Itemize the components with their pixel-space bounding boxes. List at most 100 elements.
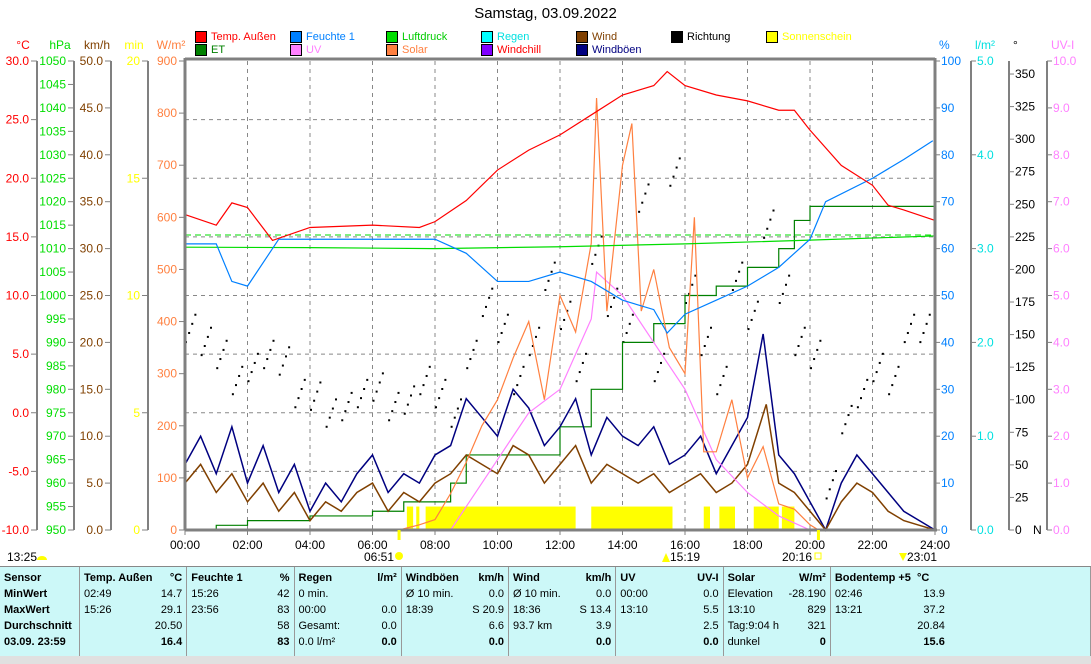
stats-row: 13:10 829 (728, 602, 826, 618)
direction-point (325, 425, 328, 428)
hum-tick-label: 0 (941, 523, 948, 537)
direction-point (850, 404, 853, 407)
stats-column-temp-au-en: Temp. Außen °C 02:49 14.7 15:26 29.1 20.50 16.4 (80, 567, 188, 656)
stats-row: MaxWert (4, 602, 75, 618)
direction-point (644, 192, 647, 195)
stats-row: 18:39 S 20.9 (406, 602, 504, 618)
direction-point (350, 391, 353, 394)
uv-tick-label: 7.0 (1053, 195, 1070, 209)
direction-point (438, 397, 441, 400)
direction-point (844, 423, 847, 426)
stats-row: Durchschnitt (4, 618, 75, 634)
wind-axis-unit: km/h (84, 38, 110, 52)
uv-tick-label: 1.0 (1053, 476, 1070, 490)
solar-tick-label: 600 (157, 210, 177, 224)
press-tick-label: 955 (46, 500, 66, 514)
wind-tick-label: 10.0 (80, 429, 104, 443)
direction-point (566, 309, 569, 312)
stats-row: 0.0 l/m² 0.0 (299, 634, 397, 650)
direction-point (394, 401, 397, 404)
dir-tick-label: 25 (1015, 490, 1029, 504)
direction-point (753, 309, 756, 312)
stats-row: 23:56 83 (191, 602, 289, 618)
stats-label: 18:39 (405, 604, 434, 616)
legend-label: Temp. Außen (211, 31, 276, 43)
legend-item-sonnenschein: Sonnenschein (766, 31, 852, 43)
stats-label: 02:49 (83, 588, 112, 600)
uv-tick-label: 8.0 (1053, 148, 1070, 162)
direction-point (835, 470, 837, 473)
uv-axis-unit: UV-I (1051, 38, 1074, 52)
direction-point (288, 346, 291, 349)
direction-point (785, 283, 787, 286)
x-tick-label: 20:00 (795, 538, 825, 552)
direction-point (725, 365, 728, 368)
stats-value: 6.6 (488, 620, 505, 632)
stats-row: 93.7 km 3.9 (513, 618, 611, 634)
direction-point (285, 355, 287, 358)
stats-label: MaxWert (4, 604, 50, 616)
direction-point (860, 397, 862, 400)
wind-tick-label: 35.0 (80, 195, 104, 209)
direction-point (363, 387, 366, 390)
column-title: Windböen (405, 572, 459, 584)
direction-point (913, 313, 916, 316)
legend-item-windb-en: Windböen (576, 44, 642, 56)
direction-point (303, 378, 306, 381)
legend-item-windchill: Windchill (481, 44, 541, 56)
sunshine-bar (416, 506, 420, 530)
direction-point (928, 313, 931, 316)
rain-tick-label: 1.0 (977, 429, 994, 443)
hum-tick-label: 60 (941, 242, 955, 256)
stats-value: 0 (819, 636, 826, 648)
direction-point (203, 345, 206, 348)
stats-value: S 20.9 (472, 604, 505, 616)
direction-point (331, 407, 334, 410)
direction-point (191, 322, 194, 325)
stats-value: 15.6 (923, 636, 945, 648)
stats-row: 18:36 S 13.4 (513, 602, 611, 618)
legend-item-temp-au-en: Temp. Außen (195, 31, 276, 43)
legend-label: Wind (592, 31, 618, 43)
stats-row: Ø 10 min. 0.0 (513, 586, 611, 602)
hum-tick-label: 20 (941, 429, 955, 443)
column-unit: UV-I (697, 572, 719, 584)
stats-value: 0.0 (703, 636, 719, 648)
stats-value: 29.1 (160, 604, 183, 616)
temp-tick-label: 20.0 (6, 171, 30, 185)
stats-row: 0 min. (299, 586, 397, 602)
press-tick-label: 1025 (39, 171, 66, 185)
moonset-icon (899, 553, 907, 561)
direction-point (266, 358, 269, 361)
direction-point (722, 374, 725, 377)
legend-item-regen: Regen (481, 31, 529, 43)
stats-value: 14.7 (160, 588, 183, 600)
legend-item-feuchte-1: Feuchte 1 (290, 31, 355, 43)
direction-point (553, 261, 556, 264)
dir-tick-label: 250 (1015, 197, 1035, 211)
hum-axis-unit: % (939, 38, 950, 52)
stats-row: 0.0 (620, 634, 718, 650)
series-line-hum (185, 140, 934, 335)
direction-point (638, 210, 641, 213)
legend-item-et: ET (195, 44, 225, 56)
stats-label: 0 min. (298, 588, 329, 600)
stats-column-sensor: Sensor MinWert MaxWert Durchschnitt 03.09. 2… (0, 567, 80, 656)
wind-tick-label: 15.0 (80, 382, 104, 396)
stats-label: 15:26 (191, 588, 219, 600)
moonrise-icon (662, 553, 670, 562)
direction-point (281, 364, 284, 367)
direction-point (888, 393, 891, 396)
hum-tick-label: 30 (941, 382, 955, 396)
direction-point (581, 361, 584, 364)
dir-tick-label: 325 (1015, 100, 1035, 114)
x-tick-label: 14:00 (607, 538, 637, 552)
direction-point (310, 408, 312, 411)
direction-point (903, 341, 906, 344)
uv-tick-label: 4.0 (1053, 335, 1070, 349)
direction-point (663, 352, 666, 355)
hum-tick-label: 100 (941, 54, 961, 68)
direction-point (600, 235, 603, 238)
stats-label: 23:56 (191, 604, 219, 616)
stats-label: 15:26 (83, 604, 112, 616)
